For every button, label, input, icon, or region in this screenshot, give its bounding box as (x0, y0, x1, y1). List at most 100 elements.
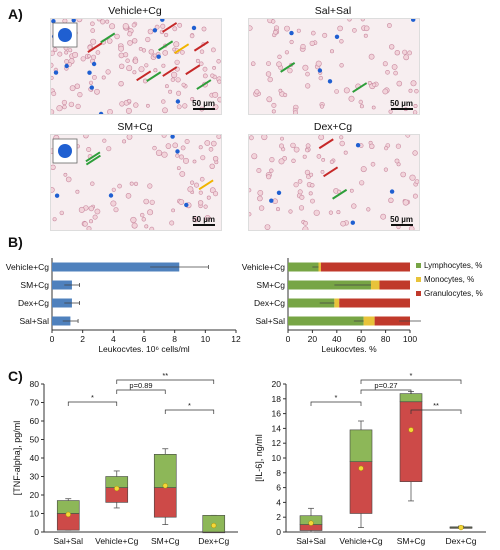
box-upper (349, 429, 373, 463)
erythrocyte (176, 90, 182, 96)
erythrocyte (168, 89, 173, 94)
leukocyte (175, 149, 180, 154)
y-tick-label: 0 (34, 527, 39, 537)
micrograph-title-smcg: SM+Cg (117, 121, 153, 133)
erythrocyte (311, 30, 316, 36)
erythrocyte (297, 189, 303, 195)
erythrocyte (297, 179, 303, 184)
y-tick-label: 80 (30, 379, 40, 389)
y-tick-label: 10 (272, 453, 282, 463)
erythrocyte (75, 189, 80, 194)
erythrocyte (396, 80, 403, 87)
cell-arrow (85, 151, 101, 163)
erythrocyte (90, 21, 95, 27)
erythrocyte (170, 77, 176, 82)
erythrocyte (199, 176, 205, 182)
erythrocyte (127, 40, 133, 46)
significance-bracket (360, 379, 462, 384)
erythrocyte (161, 99, 166, 104)
leukocyte (98, 111, 104, 114)
erythrocyte (199, 49, 205, 54)
erythrocyte (216, 135, 221, 139)
leukocyte (108, 193, 114, 198)
leukocyte (89, 85, 94, 90)
erythrocyte (336, 210, 341, 215)
cell-arrow (87, 42, 103, 53)
erythrocyte (267, 76, 273, 83)
erythrocyte (77, 91, 83, 98)
erythrocyte (382, 88, 389, 95)
y-tick-label: 16 (272, 409, 282, 419)
y-tick-label: 70 (30, 398, 40, 408)
erythrocyte (217, 96, 221, 103)
erythrocyte (131, 222, 138, 229)
legend-swatch (416, 291, 421, 296)
erythrocyte (201, 26, 207, 32)
y-tick-label: 10 (30, 509, 40, 519)
erythrocyte (371, 105, 376, 110)
leukocyte (64, 63, 69, 69)
y-tick-label: 30 (30, 472, 40, 482)
mean-marker (358, 465, 364, 472)
stacked-segment (288, 280, 371, 290)
y-tick-label: 40 (30, 453, 40, 463)
erythrocyte (76, 19, 83, 23)
erythrocyte (152, 53, 157, 58)
erythrocyte (109, 23, 116, 30)
category-label: Vehicle+Cg (339, 536, 383, 546)
erythrocyte (133, 181, 139, 187)
inset-cell (58, 144, 72, 158)
category-label: Sal+Sal (19, 316, 49, 326)
erythrocyte (257, 195, 263, 202)
erythrocyte (160, 23, 166, 29)
erythrocyte (250, 61, 256, 67)
leukocyte (170, 135, 175, 139)
erythrocyte (113, 207, 119, 213)
x-axis-label: Leukocytes, 10⁶ cells/ml (98, 344, 189, 352)
erythrocyte (52, 47, 58, 53)
erythrocyte (180, 145, 186, 151)
erythrocyte (122, 139, 127, 144)
leukocyte (51, 19, 56, 24)
box-lower (153, 487, 177, 518)
legend-label: Lymphocytes, % (424, 261, 482, 270)
leukocyte (334, 34, 340, 39)
x-tick-label: 20 (308, 334, 318, 344)
erythrocyte (57, 51, 63, 57)
y-tick-label: 20 (30, 490, 40, 500)
scale-label: 50 µm (192, 99, 215, 108)
erythrocyte (179, 171, 186, 177)
erythrocyte (52, 217, 57, 222)
category-label: Sal+Sal (53, 536, 83, 546)
x-tick-label: 100 (403, 334, 417, 344)
bar (52, 298, 72, 308)
erythrocyte (305, 71, 310, 77)
erythrocyte (173, 41, 180, 48)
significance-bracket (410, 409, 462, 414)
erythrocyte (328, 210, 333, 215)
erythrocyte (94, 88, 100, 95)
cell-arrow (318, 138, 334, 150)
y-tick-label: 6 (276, 483, 281, 493)
panel-label-a: A) (8, 6, 23, 22)
erythrocyte (117, 183, 122, 189)
micrograph-vehicle-cg: 50 µm (50, 18, 222, 115)
leukocyte (276, 190, 282, 195)
category-label: SM+Cg (397, 536, 426, 546)
erythrocyte (339, 63, 344, 68)
x-tick-label: 40 (332, 334, 342, 344)
erythrocyte (321, 157, 326, 162)
box-upper (399, 393, 423, 403)
erythrocyte (118, 52, 125, 59)
micrograph-sm-cg: 50 µm (50, 134, 222, 231)
erythrocyte (86, 226, 92, 230)
significance-label: ** (162, 371, 168, 380)
erythrocyte (278, 88, 283, 93)
mean-marker (114, 485, 120, 492)
erythrocyte (389, 44, 395, 50)
category-label: Sal+Sal (296, 536, 326, 546)
erythrocyte (337, 25, 343, 32)
erythrocyte (249, 25, 253, 31)
erythrocyte (192, 159, 197, 164)
